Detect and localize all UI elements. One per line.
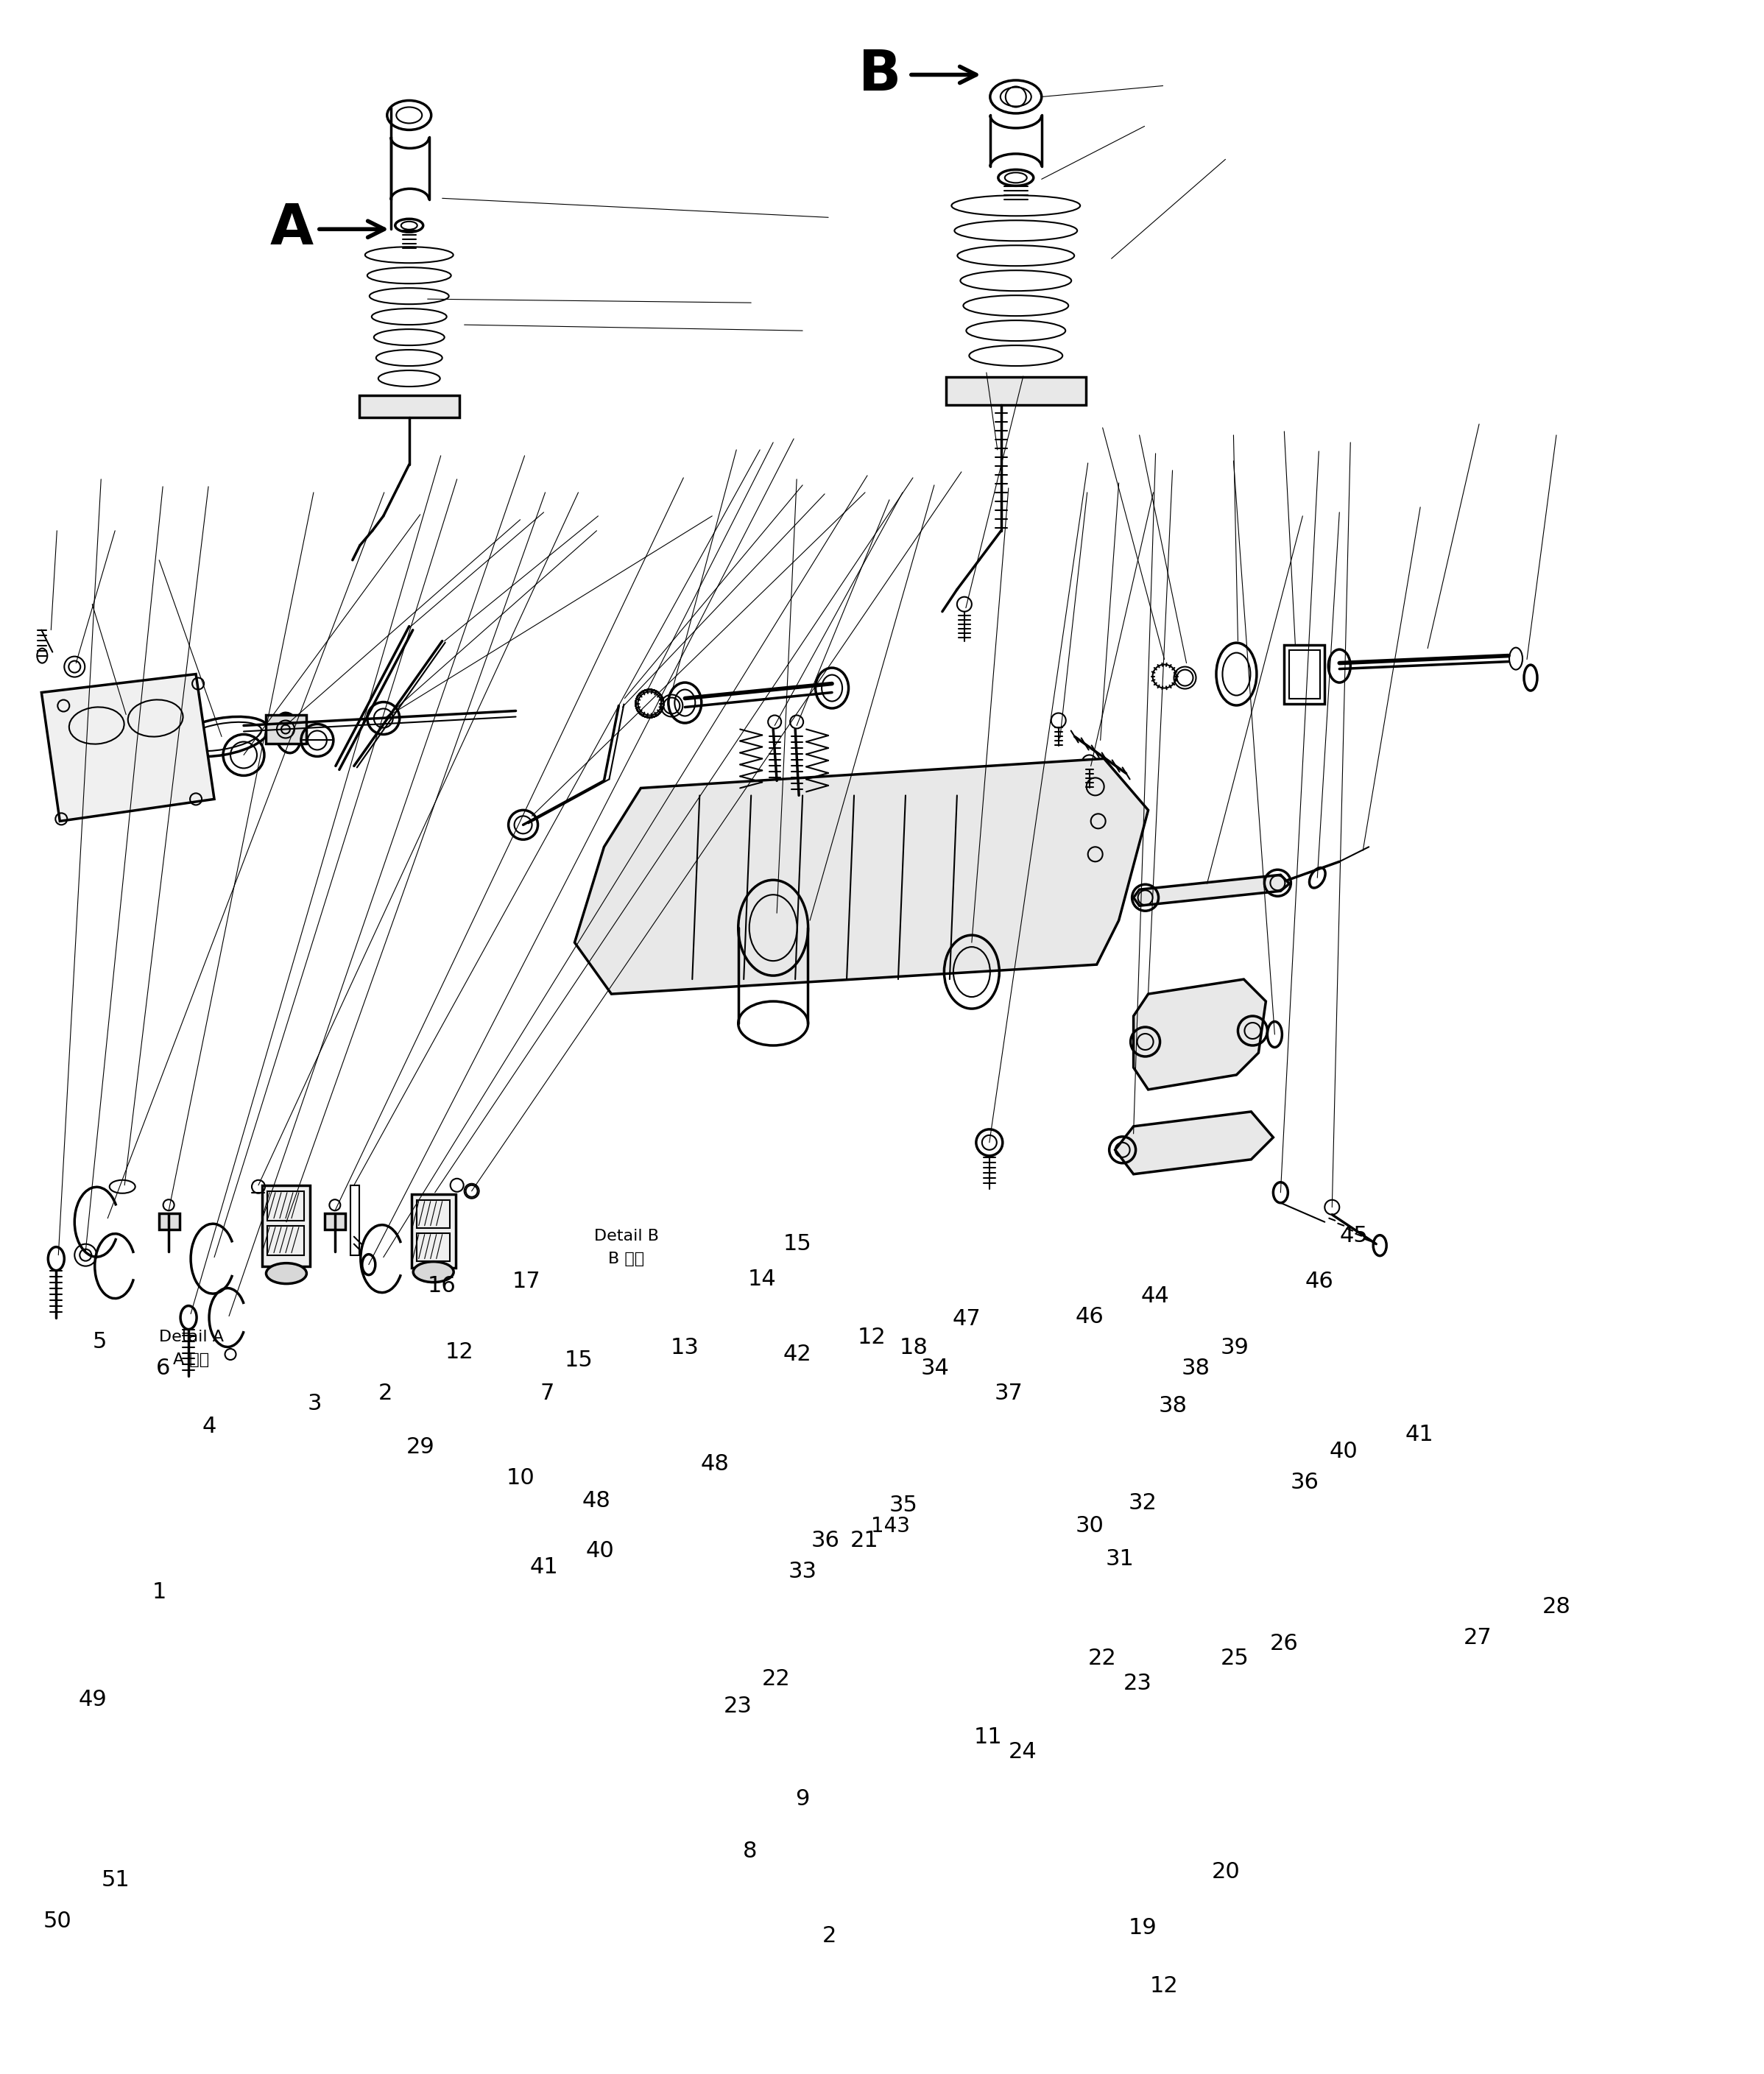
Text: 25: 25 (1221, 1649, 1249, 1670)
Text: 36: 36 (1291, 1473, 1319, 1493)
Bar (266, 1190, 303, 1220)
Text: 40: 40 (1330, 1441, 1358, 1462)
Text: 22: 22 (1088, 1649, 1117, 1670)
Text: 41: 41 (1406, 1425, 1434, 1446)
Text: 45: 45 (1341, 1226, 1369, 1246)
Text: B 詳細: B 詳細 (609, 1251, 644, 1265)
Polygon shape (1134, 979, 1267, 1089)
Text: 17: 17 (512, 1271, 540, 1292)
Text: 12: 12 (1150, 1974, 1178, 1997)
Text: 23: 23 (1124, 1672, 1152, 1694)
Text: 12: 12 (857, 1327, 886, 1348)
Bar (351, 1184, 360, 1255)
Text: 15: 15 (564, 1350, 593, 1371)
Text: 36: 36 (811, 1531, 840, 1551)
Text: 9: 9 (796, 1788, 810, 1811)
Text: 12: 12 (445, 1342, 473, 1363)
Polygon shape (1134, 875, 1289, 906)
Bar (1289, 649, 1319, 699)
Text: 13: 13 (670, 1338, 699, 1358)
Text: 38: 38 (1159, 1396, 1187, 1417)
Text: 19: 19 (1129, 1916, 1157, 1939)
Ellipse shape (413, 1261, 453, 1282)
Text: Detail B: Detail B (594, 1228, 660, 1242)
Text: 22: 22 (762, 1667, 790, 1690)
Text: 18: 18 (900, 1338, 928, 1358)
Polygon shape (575, 759, 1148, 993)
Bar (1284, 645, 1325, 703)
Polygon shape (1115, 1112, 1274, 1174)
Text: 30: 30 (1076, 1516, 1104, 1537)
Text: 143: 143 (871, 1516, 910, 1537)
Polygon shape (42, 674, 213, 821)
Bar (946, 377, 1085, 404)
Text: 24: 24 (1009, 1740, 1037, 1763)
Text: A 詳細: A 詳細 (173, 1352, 210, 1367)
Text: 37: 37 (995, 1383, 1023, 1404)
Bar (325, 1213, 346, 1230)
Text: 33: 33 (789, 1562, 817, 1582)
Text: 11: 11 (974, 1726, 1002, 1748)
Text: 21: 21 (850, 1531, 878, 1551)
Text: 48: 48 (582, 1491, 610, 1512)
Ellipse shape (266, 1263, 307, 1284)
Text: 41: 41 (529, 1558, 557, 1578)
Text: 49: 49 (78, 1688, 108, 1711)
Text: 1: 1 (152, 1582, 168, 1603)
Bar (263, 1184, 310, 1265)
Text: 20: 20 (1212, 1860, 1240, 1883)
Text: 16: 16 (427, 1276, 455, 1296)
Text: 28: 28 (1542, 1597, 1572, 1618)
Bar (411, 1195, 455, 1267)
Text: Detail A: Detail A (159, 1329, 224, 1344)
Text: A: A (270, 201, 314, 257)
Text: 31: 31 (1106, 1549, 1134, 1570)
Text: 38: 38 (1182, 1358, 1210, 1379)
Text: 4: 4 (201, 1417, 215, 1437)
Text: 14: 14 (748, 1269, 776, 1290)
Text: 23: 23 (723, 1694, 751, 1717)
Text: 51: 51 (101, 1869, 131, 1891)
Text: 10: 10 (506, 1468, 534, 1489)
Text: 29: 29 (406, 1437, 434, 1458)
Text: 47: 47 (953, 1309, 981, 1329)
Bar (360, 396, 459, 417)
Text: 34: 34 (921, 1358, 949, 1379)
Text: B: B (859, 48, 901, 102)
Text: 3: 3 (307, 1394, 321, 1414)
Text: 5: 5 (92, 1332, 108, 1352)
Text: 32: 32 (1129, 1493, 1157, 1514)
Text: 50: 50 (42, 1910, 72, 1933)
Text: 2: 2 (822, 1925, 836, 1947)
Text: 2: 2 (377, 1383, 392, 1404)
Bar (266, 716, 307, 745)
Text: 42: 42 (783, 1344, 811, 1365)
Bar (416, 1232, 450, 1261)
Text: 46: 46 (1076, 1307, 1104, 1327)
Text: 39: 39 (1221, 1338, 1249, 1358)
Text: 27: 27 (1464, 1628, 1492, 1649)
Bar (266, 1226, 303, 1255)
Bar (416, 1201, 450, 1228)
Text: 46: 46 (1305, 1271, 1334, 1292)
Text: 6: 6 (155, 1358, 171, 1379)
Text: 35: 35 (889, 1495, 917, 1516)
Text: 40: 40 (586, 1541, 614, 1562)
Text: 8: 8 (743, 1840, 757, 1862)
Text: 44: 44 (1141, 1286, 1170, 1307)
Bar (159, 1213, 180, 1230)
Text: 15: 15 (783, 1234, 811, 1255)
Text: 7: 7 (540, 1383, 554, 1404)
Text: 26: 26 (1270, 1634, 1298, 1655)
Text: 48: 48 (700, 1454, 729, 1475)
